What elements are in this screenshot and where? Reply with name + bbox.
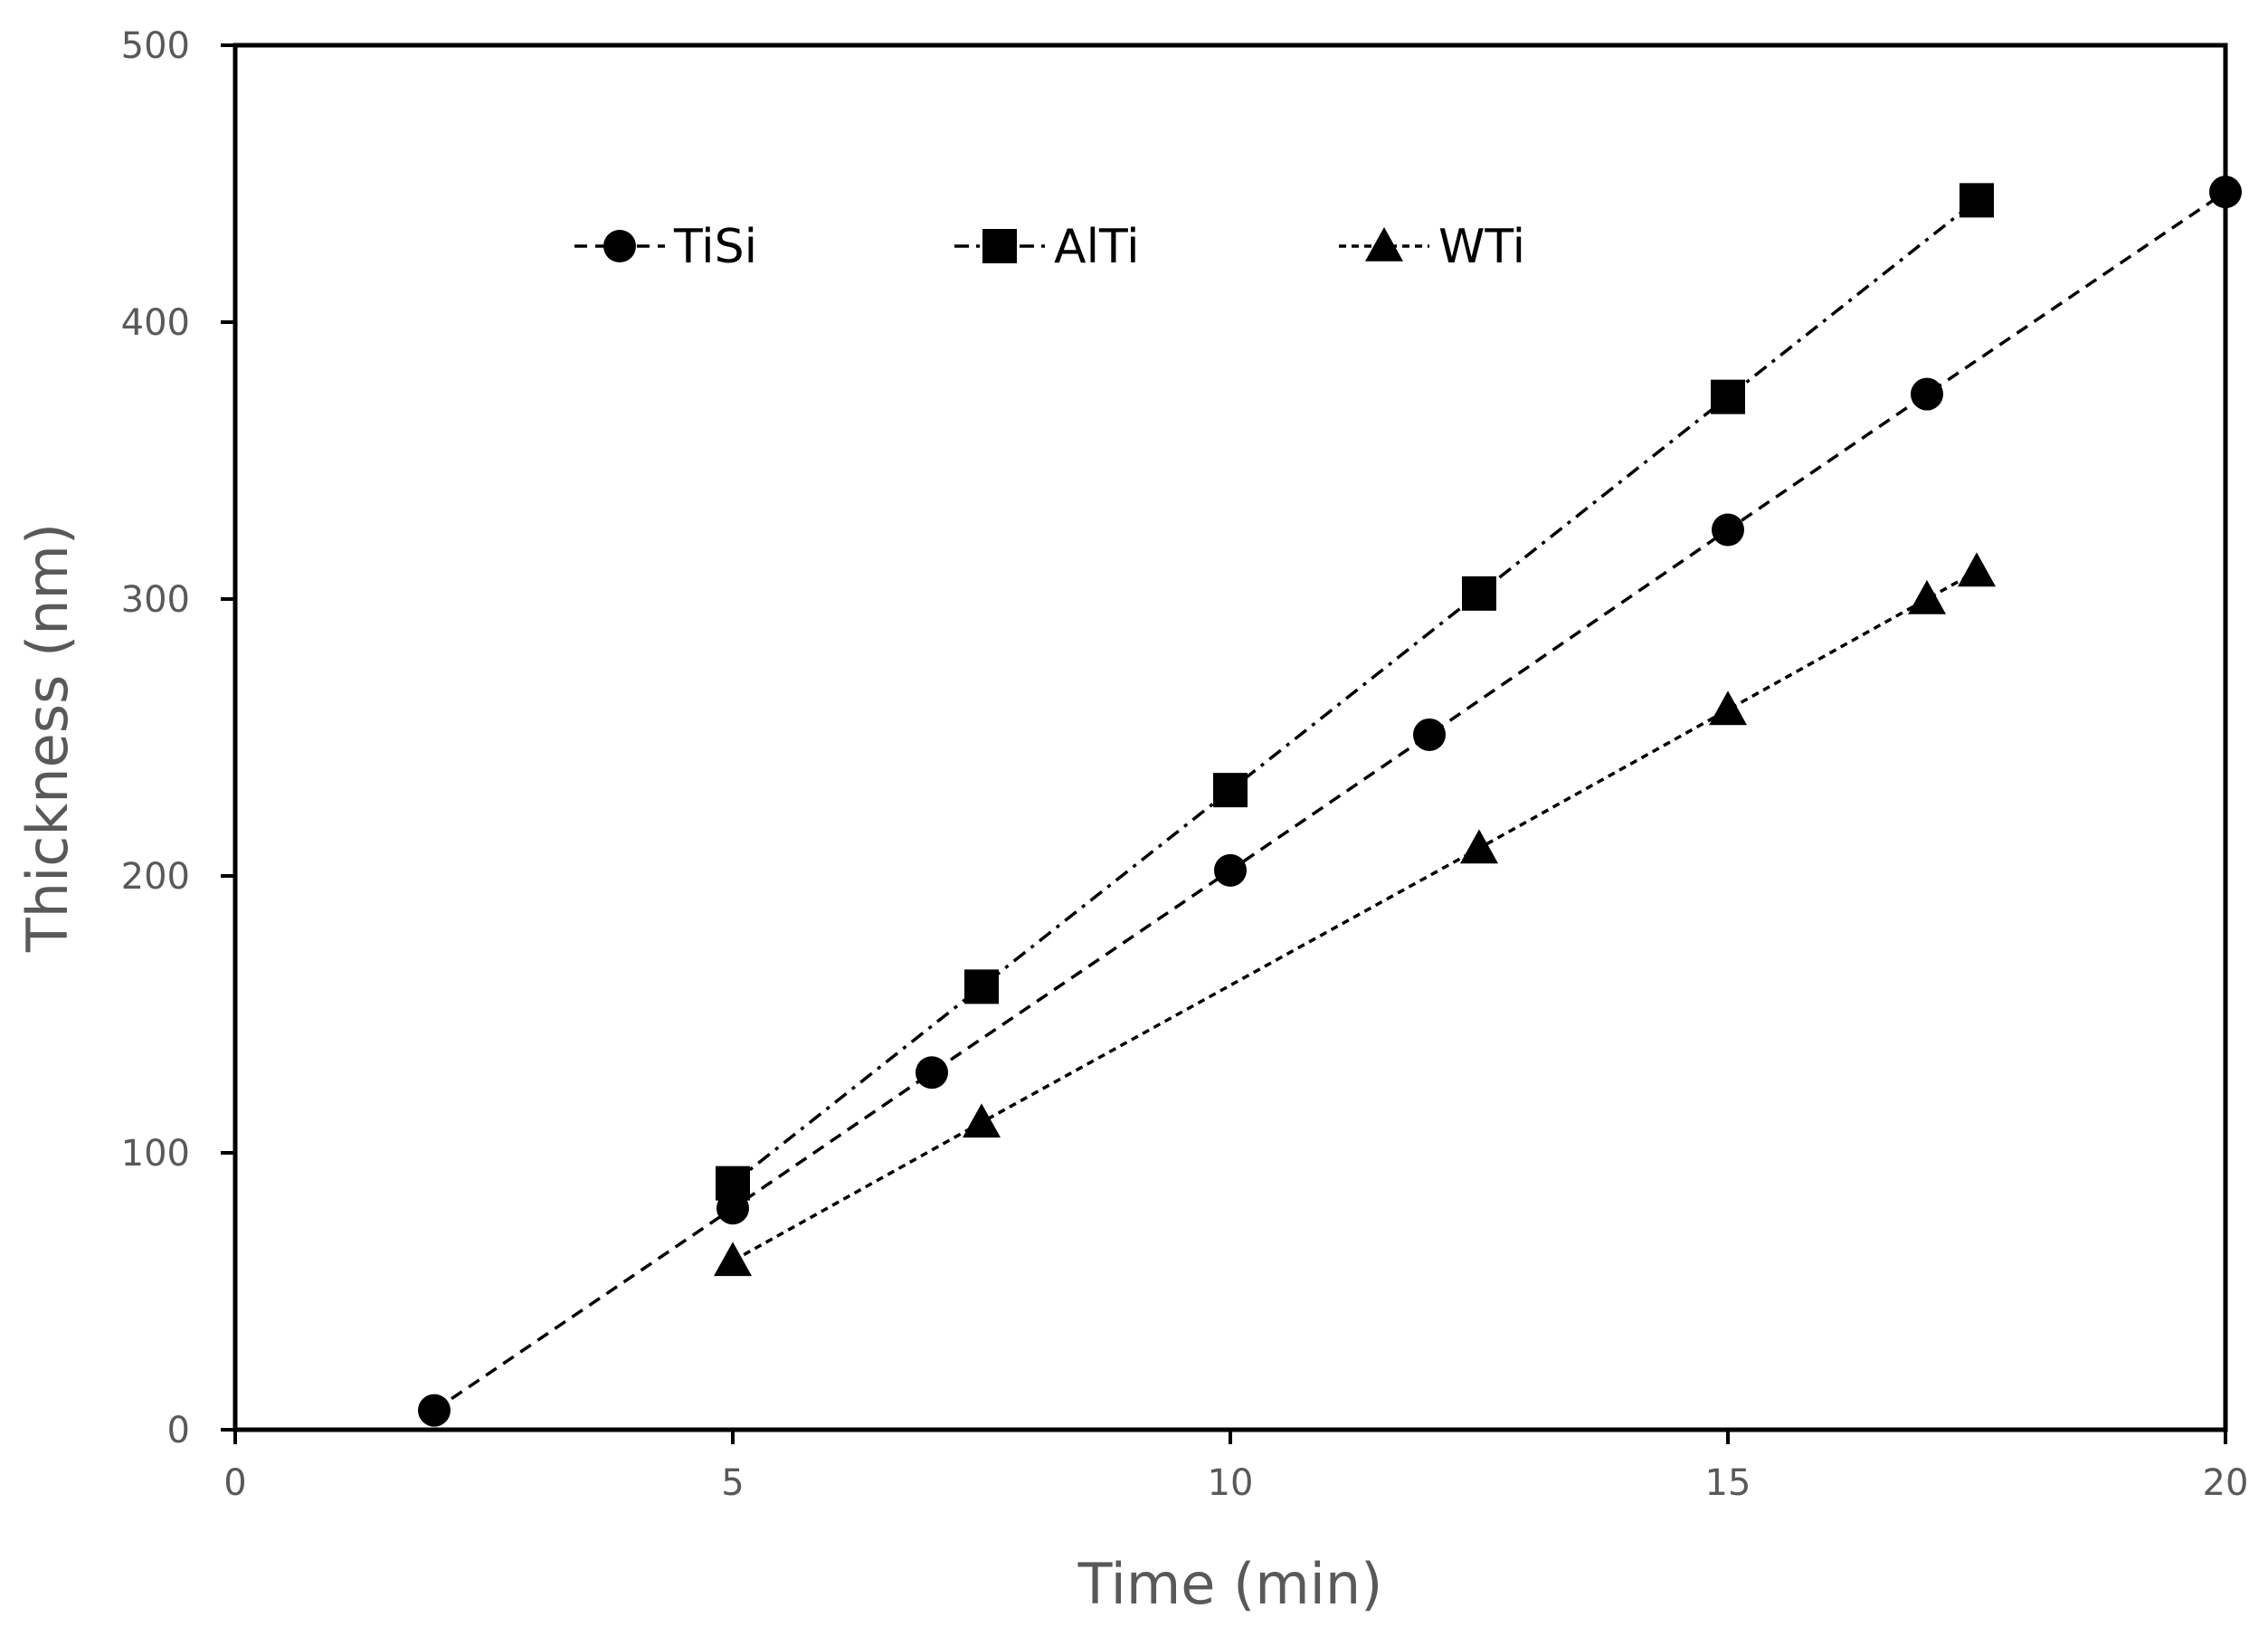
data-point-tisi	[1911, 377, 1943, 411]
x-axis-title: Time (min)	[1077, 1551, 1383, 1617]
data-point-alti	[1711, 379, 1745, 414]
x-axis-ticks: 0 5 10 15 20	[223, 1430, 2248, 1504]
data-point-alti	[964, 969, 999, 1004]
data-point-wti	[1709, 690, 1747, 726]
x-tick-label: 15	[1705, 1462, 1751, 1504]
legend-item-tisi: TiSi	[574, 220, 757, 274]
data-point-wti	[1958, 552, 1996, 587]
legend-item-alti: AlTi	[954, 220, 1140, 274]
data-point-wti	[1460, 829, 1498, 864]
data-point-alti	[1213, 773, 1248, 808]
y-tick-label: 400	[121, 302, 190, 344]
x-tick-label: 0	[223, 1462, 246, 1504]
y-tick-label: 300	[121, 579, 190, 621]
legend-label-tisi: TiSi	[673, 220, 757, 274]
data-point-alti	[1462, 576, 1496, 611]
data-point-tisi	[1413, 718, 1446, 751]
series-wti	[714, 552, 1996, 1277]
plot-frame	[232, 43, 2228, 1432]
legend: TiSi AlTi WTi	[574, 220, 1525, 274]
x-tick-label: 5	[721, 1462, 744, 1504]
legend-label-alti: AlTi	[1054, 220, 1140, 274]
series-line-wti	[732, 569, 1978, 1262]
y-tick-label: 0	[167, 1410, 190, 1451]
data-point-wti	[963, 1103, 1001, 1138]
data-point-wti	[1908, 580, 1946, 614]
data-point-wti	[714, 1242, 752, 1277]
legend-marker-alti	[982, 229, 1017, 263]
data-point-alti	[1960, 183, 1994, 218]
x-tick-label: 10	[1208, 1462, 1254, 1504]
x-tick-label: 20	[2203, 1462, 2249, 1504]
series-line-tisi	[433, 190, 2226, 1413]
data-point-tisi	[1214, 853, 1247, 887]
series-alti	[716, 183, 1994, 1201]
data-point-alti	[716, 1166, 750, 1201]
data-point-tisi	[916, 1056, 948, 1089]
data-point-tisi	[2209, 176, 2242, 209]
series-line-alti	[731, 198, 1979, 1185]
legend-marker-tisi	[603, 230, 636, 262]
y-tick-label: 500	[121, 25, 190, 67]
data-point-tisi	[1712, 513, 1744, 547]
data-point-tisi	[418, 1394, 451, 1427]
y-tick-label: 100	[121, 1133, 190, 1175]
y-axis-title: Thickness (nm)	[14, 523, 81, 953]
series-layer	[418, 176, 2242, 1427]
legend-item-wti: WTi	[1339, 220, 1525, 274]
legend-label-wti: WTi	[1438, 220, 1525, 274]
legend-marker-wti	[1365, 227, 1403, 262]
y-axis-ticks: 0 100 200 300 400 500	[121, 25, 235, 1451]
y-tick-label: 200	[121, 856, 190, 898]
